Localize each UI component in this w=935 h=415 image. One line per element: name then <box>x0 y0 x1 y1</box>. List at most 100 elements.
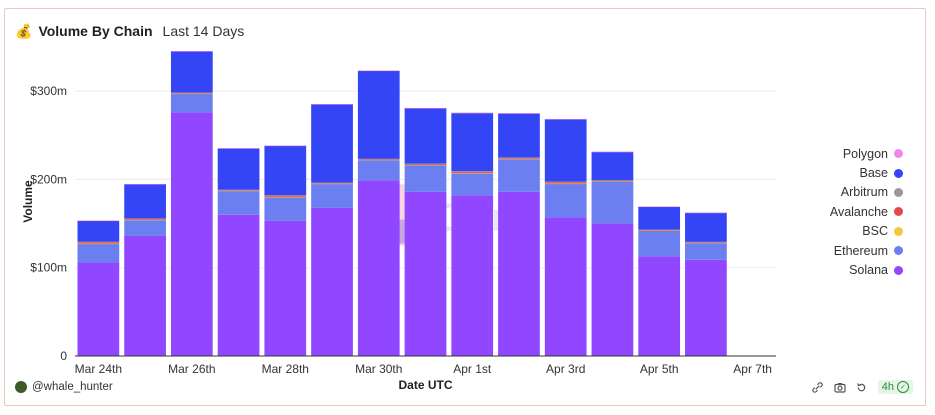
legend-item-ethereum[interactable]: Ethereum <box>830 241 903 260</box>
chart-header: 💰 Volume By Chain Last 14 Days <box>15 21 244 41</box>
bar-segment-avalanche <box>311 183 353 184</box>
bar-segment-ethereum <box>404 165 447 192</box>
bar-segment-ethereum <box>217 190 260 215</box>
bar-segment-arbitrum <box>264 195 307 196</box>
avatar[interactable] <box>15 381 27 393</box>
bar-segment-arbitrum <box>544 181 587 183</box>
legend-swatch <box>894 149 903 159</box>
bar-segment-bsc <box>264 196 307 198</box>
refresh-status-badge[interactable]: 4h ✓ <box>877 380 913 394</box>
bar-segment-base <box>170 51 213 93</box>
bar-segment-bsc <box>357 159 400 161</box>
legend-item-solana[interactable]: Solana <box>830 260 903 279</box>
bar-segment-polygon <box>685 212 727 214</box>
bar-segment-solana <box>357 180 400 356</box>
refresh-icon[interactable] <box>856 381 868 393</box>
bar-segment-polygon <box>591 151 634 153</box>
bar-segment-avalanche <box>544 182 587 184</box>
bar-segment-base <box>544 119 587 182</box>
bar-segment-avalanche <box>685 242 727 243</box>
x-tick-label: Mar 24th <box>75 362 122 376</box>
bar-segment-solana <box>170 112 213 357</box>
bar-segment-polygon <box>357 70 400 72</box>
x-tick-label: Mar 30th <box>355 362 402 376</box>
legend-label: Ethereum <box>833 243 888 258</box>
camera-icon[interactable] <box>834 381 846 393</box>
chart-subtitle: Last 14 Days <box>162 23 245 39</box>
bar-segment-base <box>264 145 307 196</box>
bar-segment-ethereum <box>170 93 213 113</box>
bar-segment-bsc <box>311 183 353 185</box>
legend-swatch <box>894 265 903 275</box>
bar-segment-bsc <box>217 190 260 192</box>
bar-segment-solana <box>77 262 120 356</box>
y-tick-label: $200m <box>30 172 67 186</box>
bar-segment-solana <box>685 259 727 356</box>
bar-segment-ethereum <box>638 230 681 257</box>
bar-segment-base <box>451 112 494 172</box>
bar-segment-arbitrum <box>591 180 634 181</box>
bar-segment-arbitrum <box>124 218 166 220</box>
bar-segment-ethereum <box>77 243 120 263</box>
bar-segment-polygon <box>170 51 213 52</box>
bar-segment-base <box>638 206 681 230</box>
bar-segment-solana <box>498 191 540 356</box>
legend-item-arbitrum[interactable]: Arbitrum <box>830 183 903 202</box>
legend-item-avalanche[interactable]: Avalanche <box>830 202 903 221</box>
chart-title: Volume By Chain <box>38 23 153 39</box>
bar-segment-ethereum <box>498 159 540 192</box>
x-tick-label: Apr 3rd <box>546 362 585 376</box>
bar-segment-solana <box>404 191 447 356</box>
bar-segment-ethereum <box>124 220 166 236</box>
x-tick-label: Apr 5th <box>640 362 679 376</box>
bar-segment-avalanche <box>124 218 166 220</box>
bar-segment-polygon <box>451 112 494 114</box>
bar-segment-base <box>124 184 166 219</box>
bar-segment-ethereum <box>264 197 307 221</box>
bar-segment-solana <box>217 214 260 356</box>
bar-segment-bsc <box>124 219 166 221</box>
bar-segment-solana <box>311 207 353 356</box>
legend-label: BSC <box>862 224 888 239</box>
bar-segment-ethereum <box>357 160 400 181</box>
bar-segment-arbitrum <box>451 171 494 172</box>
bar-segment-avalanche <box>170 93 213 94</box>
bar-segment-avalanche <box>591 180 634 182</box>
bar-segment-avalanche <box>638 229 681 231</box>
share-icon[interactable] <box>812 381 824 393</box>
bar-segment-arbitrum <box>404 163 447 165</box>
legend-label: Arbitrum <box>840 185 888 200</box>
bar-segment-polygon <box>404 107 447 109</box>
refresh-interval: 4h <box>881 381 894 393</box>
bar-segment-solana <box>451 195 494 356</box>
bar-segment-base <box>311 104 353 183</box>
bar-segment-bsc <box>170 93 213 95</box>
bar-segment-solana <box>638 256 681 356</box>
x-axis-title: Date UTC <box>398 378 452 392</box>
y-axis-title: Volume <box>21 180 35 223</box>
legend-swatch <box>894 246 903 256</box>
bar-segment-avalanche <box>77 242 120 244</box>
bar-segment-avalanche <box>404 164 447 166</box>
bar-segment-solana <box>264 220 307 356</box>
bar-segment-avalanche <box>498 157 540 159</box>
bar-segment-polygon <box>77 220 120 222</box>
legend-item-polygon[interactable]: Polygon <box>830 144 903 163</box>
legend-item-bsc[interactable]: BSC <box>830 222 903 241</box>
bar-segment-bsc <box>544 183 587 185</box>
legend-swatch <box>894 226 903 236</box>
author-name[interactable]: @whale_hunter <box>32 381 113 393</box>
chart-legend: Polygon Base Arbitrum Avalanche BSC Ethereum S… <box>830 144 903 280</box>
x-tick-label: Apr 1st <box>453 362 492 376</box>
bar-segment-arbitrum <box>170 92 213 94</box>
bar-segment-base <box>685 212 727 242</box>
legend-item-base[interactable]: Base <box>830 163 903 182</box>
bar-segment-ethereum <box>544 183 587 218</box>
author-info[interactable]: @whale_hunter <box>15 381 113 393</box>
bar-segment-avalanche <box>264 195 307 197</box>
bar-segment-bsc <box>77 243 120 245</box>
bar-segment-ethereum <box>311 183 353 208</box>
bar-segment-polygon <box>264 145 307 147</box>
bar-segment-base <box>217 148 260 190</box>
